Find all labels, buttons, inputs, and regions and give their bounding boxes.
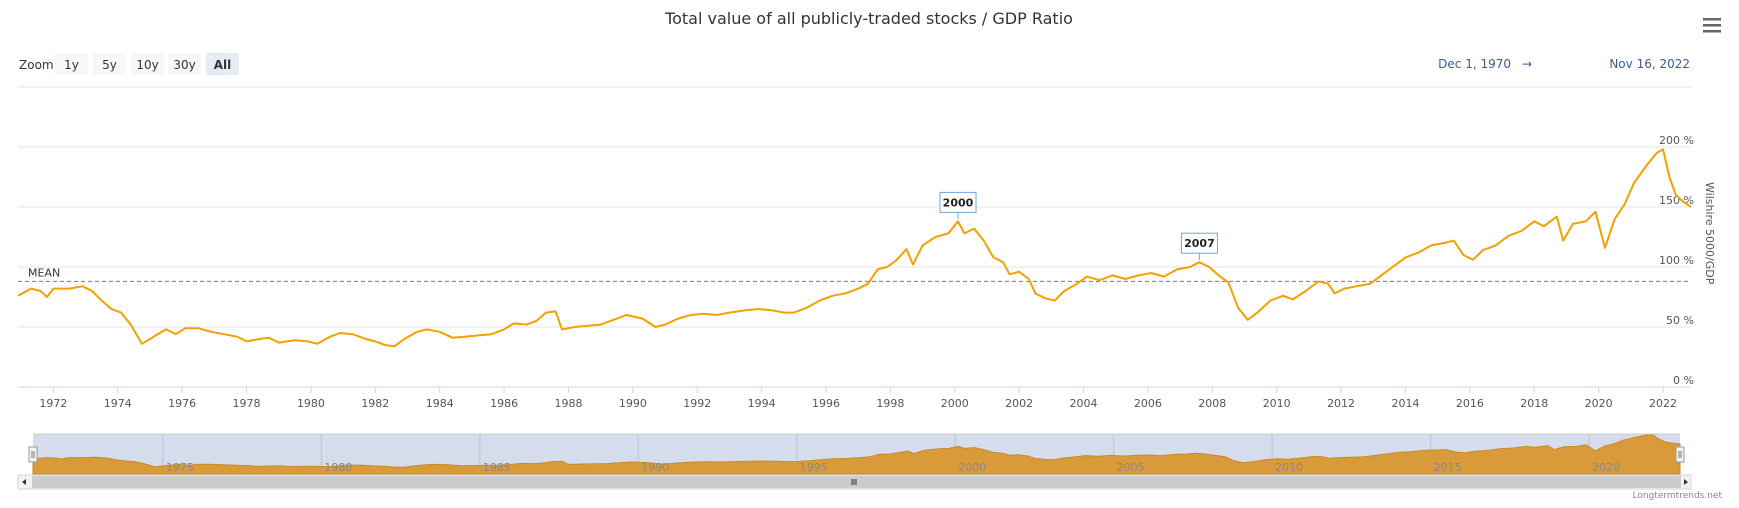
x-tick-label: 2002 xyxy=(1005,397,1033,410)
x-tick-label: 1994 xyxy=(748,397,776,410)
y-tick-label: 50 % xyxy=(1666,314,1694,327)
annotation-2000: 2000 xyxy=(939,191,977,220)
x-tick-label: 1980 xyxy=(297,397,325,410)
x-tick-label: 1976 xyxy=(168,397,196,410)
x-tick-label: 1988 xyxy=(554,397,582,410)
x-tick-label: 2006 xyxy=(1134,397,1162,410)
navigator-tick-label: 1980 xyxy=(324,461,352,474)
navigator-tick-label: 1990 xyxy=(641,461,669,474)
navigator-tick-label: 1985 xyxy=(483,461,511,474)
grid-lines xyxy=(18,146,1691,328)
hamburger-menu-icon[interactable] xyxy=(1700,14,1724,36)
scroll-left-arrow-icon[interactable] xyxy=(22,479,26,485)
x-tick-label: 1998 xyxy=(876,397,904,410)
navigator-left-handle[interactable] xyxy=(28,446,38,463)
x-tick-label: 1986 xyxy=(490,397,518,410)
x-tick-label: 2000 xyxy=(941,397,969,410)
zoom-button-label: 1y xyxy=(64,58,79,72)
zoom-button-label: All xyxy=(214,58,232,72)
y-tick-label: 100 % xyxy=(1659,254,1694,267)
x-tick-label: 1978 xyxy=(233,397,261,410)
x-tick-label: 1996 xyxy=(812,397,840,410)
navigator-scrollbar[interactable] xyxy=(17,474,1692,490)
x-axis-ticks: 1972 1974 1976 1978 1980 1982 1984 1986 1988 1990… xyxy=(39,387,1677,410)
x-tick-label: 2020 xyxy=(1585,397,1613,410)
y-tick-label: 0 % xyxy=(1673,374,1694,387)
navigator-tick-label: 2000 xyxy=(958,461,986,474)
x-tick-label: 2018 xyxy=(1520,397,1548,410)
range-to-input[interactable]: Nov 16, 2022 xyxy=(1609,57,1690,71)
annotations: 2000 2007 xyxy=(939,191,1218,261)
mean-label: MEAN xyxy=(28,266,60,279)
zoom-button-30y[interactable]: 30y xyxy=(168,53,201,75)
navigator-right-handle[interactable] xyxy=(1675,446,1685,463)
mean-line-group: MEAN xyxy=(18,266,1691,282)
x-tick-label: 2022 xyxy=(1649,397,1677,410)
credit-link[interactable]: Longtermtrends.net xyxy=(1633,491,1723,501)
navigator-tick-label: 2015 xyxy=(1434,461,1462,474)
range-separator: → xyxy=(1522,57,1532,71)
navigator[interactable]: 1975 1980 1985 1990 1995 2000 2005 2010 2015 2020 xyxy=(17,433,1692,490)
zoom-button-10y[interactable]: 10y xyxy=(131,53,164,75)
y-tick-label: 200 % xyxy=(1659,134,1694,147)
zoom-button-label: 5y xyxy=(102,58,117,72)
navigator-tick-label: 2020 xyxy=(1592,461,1620,474)
zoom-button-label: 10y xyxy=(136,58,158,72)
navigator-series-area xyxy=(32,433,1681,475)
annotation-label: 2000 xyxy=(943,196,974,209)
x-tick-label: 1974 xyxy=(104,397,132,410)
x-tick-label: 1992 xyxy=(683,397,711,410)
navigator-tick-label: 1975 xyxy=(166,461,194,474)
navigator-tick-label: 1995 xyxy=(800,461,828,474)
y-axis-title: Wilshire 5000/GDP xyxy=(1703,182,1716,285)
x-tick-label: 2012 xyxy=(1327,397,1355,410)
zoom-label: Zoom xyxy=(19,58,54,72)
annotation-label: 2007 xyxy=(1184,237,1215,250)
x-tick-label: 2010 xyxy=(1263,397,1291,410)
zoom-buttons: 1y 5y 10y 30y All xyxy=(55,53,239,75)
navigator-tick-label: 2005 xyxy=(1117,461,1145,474)
x-tick-label: 2014 xyxy=(1391,397,1419,410)
x-tick-label: 1982 xyxy=(361,397,389,410)
y-axis-labels: 0 %50 %100 %150 %200 % xyxy=(1659,134,1694,387)
zoom-button-All[interactable]: All xyxy=(206,53,239,75)
x-tick-label: 1990 xyxy=(619,397,647,410)
zoom-button-1y[interactable]: 1y xyxy=(55,53,88,75)
scroll-right-arrow-icon[interactable] xyxy=(1684,479,1688,485)
x-tick-label: 1984 xyxy=(426,397,454,410)
x-tick-label: 2004 xyxy=(1070,397,1098,410)
x-tick-label: 2016 xyxy=(1456,397,1484,410)
chart-title: Total value of all publicly-traded stock… xyxy=(664,9,1073,28)
zoom-button-label: 30y xyxy=(173,58,195,72)
range-from-input[interactable]: Dec 1, 1970 xyxy=(1438,57,1511,71)
annotation-2007: 2007 xyxy=(1180,232,1218,261)
x-tick-label: 2008 xyxy=(1198,397,1226,410)
zoom-button-5y[interactable]: 5y xyxy=(93,53,126,75)
series-line[interactable] xyxy=(17,148,1692,348)
x-tick-label: 1972 xyxy=(39,397,67,410)
navigator-tick-label: 2010 xyxy=(1275,461,1303,474)
